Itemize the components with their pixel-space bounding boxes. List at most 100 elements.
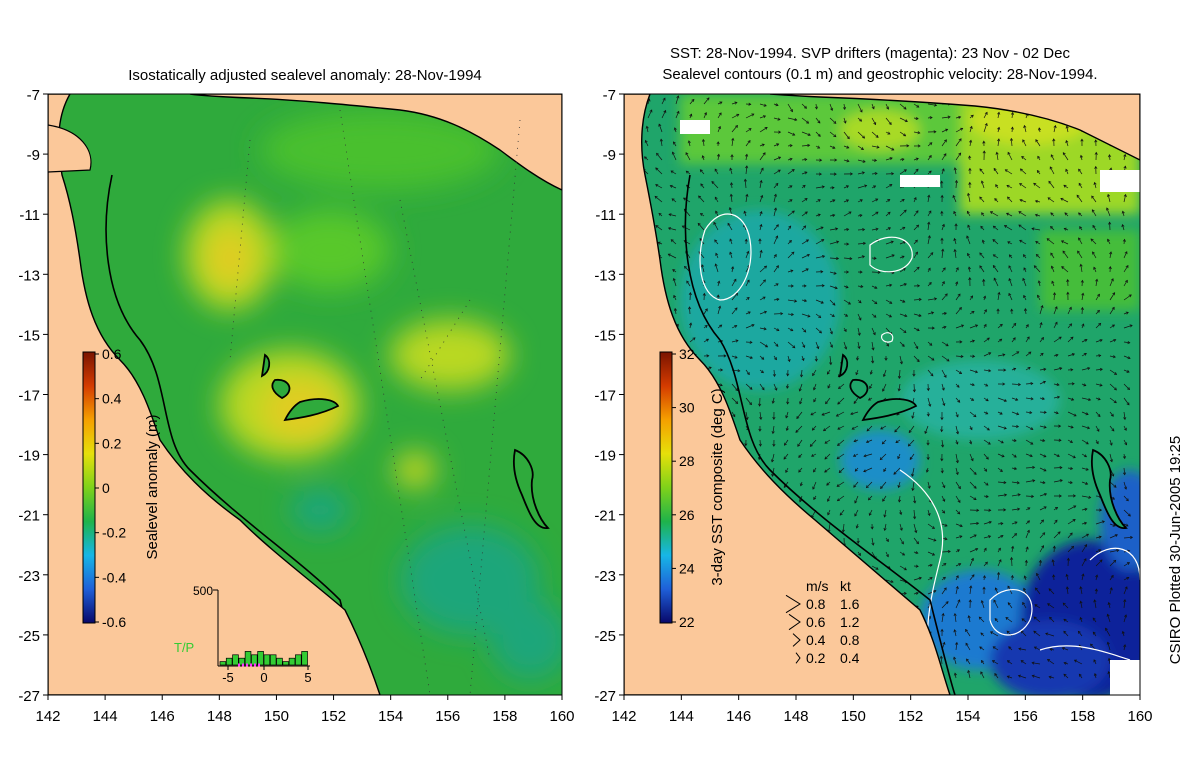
- velocity-arrow-head: [855, 372, 859, 376]
- velocity-arrow-head: [1034, 213, 1038, 217]
- colorbar-tick-label: 22: [679, 614, 695, 630]
- velocity-arrow-head: [805, 239, 810, 243]
- velocity-arrow-head: [1035, 139, 1039, 143]
- velocity-arrow-head: [873, 314, 877, 318]
- velocity-arrow-head: [834, 158, 838, 162]
- latitude-tick-label: -23: [18, 568, 40, 585]
- velocity-arrow: [899, 341, 905, 347]
- velocity-arrow: [1039, 353, 1044, 357]
- velocity-arrow-head: [807, 314, 811, 318]
- velocity-arrow: [1021, 618, 1027, 623]
- velocity-arrow-head: [1124, 279, 1128, 283]
- velocity-arrow: [843, 285, 849, 288]
- velocity-arrow-head: [918, 576, 922, 580]
- velocity-arrow-head: [765, 344, 769, 348]
- velocity-arrow-head: [1023, 124, 1027, 129]
- velocity-arrow-head: [1113, 338, 1117, 342]
- velocity-arrow: [885, 227, 891, 231]
- velocity-arrow-head: [1052, 574, 1056, 578]
- velocity-arrow-head: [655, 167, 659, 171]
- velocity-arrow-head: [1107, 657, 1111, 661]
- latitude-tick-label: -25: [594, 628, 616, 645]
- velocity-arrow-head: [1093, 266, 1097, 270]
- velocity-arrow-head: [874, 286, 878, 289]
- velocity-arrow-head: [645, 125, 649, 129]
- left-colorbar: [82, 351, 96, 624]
- velocity-arrow: [1023, 125, 1027, 133]
- velocity-arrow-head: [816, 346, 820, 350]
- velocity-arrow-head: [980, 659, 984, 664]
- velocity-arrow-head: [672, 269, 676, 272]
- latitude-tick-label: -21: [18, 508, 40, 525]
- velocity-arrow-head: [649, 109, 653, 113]
- velocity-arrow-head: [1013, 367, 1017, 371]
- velocity-arrow-head: [759, 249, 763, 253]
- velocity-arrow-head: [698, 195, 702, 199]
- velocity-arrow-head: [1097, 293, 1100, 297]
- velocity-arrow-head: [955, 431, 960, 435]
- velocity-arrow-head: [1086, 426, 1091, 430]
- velocity-arrow-head: [1023, 575, 1027, 579]
- velocity-arrow-head: [955, 575, 959, 579]
- velocity-arrow-head: [1122, 472, 1127, 476]
- velocity-arrow: [955, 152, 961, 161]
- velocity-arrow: [813, 467, 817, 473]
- velocity-arrow-head: [861, 255, 865, 259]
- velocity-arrow: [1007, 602, 1013, 609]
- velocity-arrow-head: [818, 172, 822, 176]
- velocity-arrow: [1021, 156, 1027, 161]
- velocity-arrow: [967, 224, 971, 231]
- velocity-arrow: [899, 565, 907, 571]
- velocity-arrow: [1067, 505, 1076, 511]
- velocity-arrow: [1025, 495, 1034, 497]
- velocity-arrow-head: [853, 484, 857, 488]
- velocity-arrow: [675, 95, 679, 105]
- velocity-arrow: [983, 383, 988, 387]
- velocity-arrow: [1062, 250, 1069, 259]
- velocity-arrow-head: [957, 486, 961, 490]
- velocity-arrow-head: [940, 470, 944, 474]
- velocity-arrow-head: [1043, 425, 1047, 429]
- velocity-arrow-head: [1004, 169, 1008, 173]
- velocity-arrow-head: [958, 563, 962, 566]
- velocity-arrow-head: [994, 673, 998, 677]
- velocity-arrow-head: [813, 496, 817, 501]
- velocity-arrow-head: [1003, 368, 1007, 372]
- velocity-arrow-head: [875, 211, 879, 215]
- velocity-arrow-head: [884, 357, 888, 361]
- velocity-arrow-head: [985, 494, 989, 498]
- velocity-arrow: [826, 481, 831, 486]
- velocity-arrow-head: [719, 383, 723, 387]
- velocity-arrow: [647, 109, 653, 119]
- velocity-arrow: [856, 523, 859, 529]
- velocity-arrow: [927, 509, 930, 516]
- left-new-guinea: [189, 94, 562, 191]
- velocity-arrow: [1039, 305, 1043, 315]
- velocity-arrow: [871, 355, 874, 364]
- velocity-arrow-head: [775, 283, 779, 287]
- velocity-arrow-head: [967, 224, 971, 228]
- velocity-arrow-head: [671, 198, 675, 202]
- velocity-arrow-head: [821, 239, 825, 242]
- velocity-arrow: [898, 495, 901, 502]
- velocity-arrow-head: [941, 444, 945, 448]
- velocity-arrow-head: [1125, 498, 1129, 502]
- velocity-arrow-head: [1093, 672, 1097, 677]
- velocity-arrow-head: [644, 139, 648, 144]
- velocity-arrow: [856, 355, 859, 361]
- velocity-arrow: [853, 397, 859, 404]
- velocity-arrow: [994, 198, 999, 203]
- velocity-arrow-head: [790, 269, 794, 273]
- velocity-arrow-head: [954, 223, 958, 227]
- velocity-arrow: [1081, 383, 1086, 386]
- velocity-arrow: [1039, 453, 1047, 458]
- velocity-arrow: [1066, 586, 1069, 595]
- velocity-arrow: [1095, 549, 1101, 553]
- velocity-arrow: [1063, 673, 1069, 679]
- velocity-arrow-head: [762, 279, 766, 283]
- velocity-arrow-head: [969, 125, 973, 129]
- velocity-arrow-head: [1083, 454, 1088, 458]
- velocity-arrow: [813, 397, 817, 402]
- velocity-arrow: [1025, 453, 1033, 457]
- velocity-arrow: [1081, 339, 1088, 343]
